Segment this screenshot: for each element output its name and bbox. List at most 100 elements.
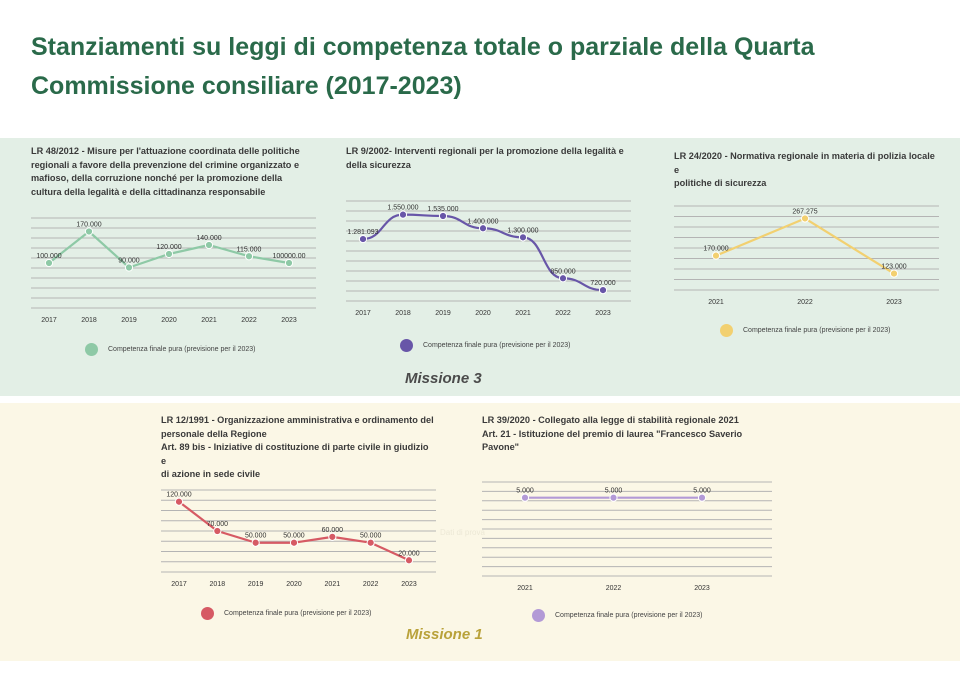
line-chart-svg: 1.281.093 2017 1.550.000 2018 1.535.000 2019 1… xyxy=(346,200,631,317)
data-label: 1.550.000 xyxy=(387,205,418,212)
data-point xyxy=(558,274,568,283)
data-point xyxy=(251,538,260,547)
x-tick-label: 2019 xyxy=(121,317,137,324)
data-label: 5.000 xyxy=(605,488,623,495)
line-chart: 120.000 2017 70.000 2018 50.000 2019 50.000 202… xyxy=(161,486,436,596)
x-tick-label: 2020 xyxy=(286,581,302,588)
data-point xyxy=(204,240,214,250)
x-tick-label: 2021 xyxy=(325,581,341,588)
data-point xyxy=(284,258,294,268)
legend-label: Competenza finale pura (previsione per i… xyxy=(224,610,372,617)
missione-3-band xyxy=(0,138,960,396)
x-tick-label: 2023 xyxy=(886,299,902,306)
chart-panel-lr-39-2020: LR 39/2020 - Collegato alla legge di sta… xyxy=(482,414,782,624)
line-chart: 1.281.093 2017 1.550.000 2018 1.535.000 2019 1… xyxy=(346,193,631,323)
data-point xyxy=(328,532,337,541)
x-tick-label: 2023 xyxy=(595,310,611,317)
data-label: 100000.00 xyxy=(272,253,305,260)
x-tick-label: 2021 xyxy=(517,585,533,592)
legend-label: Competenza finale pura (previsione per i… xyxy=(555,612,703,619)
data-label: 1.535.000 xyxy=(427,206,458,213)
missione-3-label: Missione 3 xyxy=(405,370,482,387)
x-tick-label: 2022 xyxy=(606,585,622,592)
legend-swatch xyxy=(400,339,413,352)
data-point xyxy=(124,263,134,272)
x-tick-label: 2019 xyxy=(248,581,264,588)
data-label: 170.000 xyxy=(703,246,728,253)
legend-swatch xyxy=(85,343,98,356)
data-label: 5.000 xyxy=(693,488,711,495)
data-point xyxy=(44,258,54,268)
chart-panel-lr-24-2020: LR 24/2020 - Normativa regionale in mate… xyxy=(674,150,944,345)
x-tick-label: 2021 xyxy=(515,310,531,317)
data-point xyxy=(174,497,184,506)
chart-panel-lr-12-1991: LR 12/1991 - Organizzazione amministrati… xyxy=(161,414,441,624)
chart-title: LR 39/2020 - Collegato alla legge di sta… xyxy=(482,415,743,452)
chart-legend: Competenza finale pura (previsione per i… xyxy=(532,609,702,622)
data-point xyxy=(84,227,94,236)
data-point xyxy=(609,493,618,502)
data-point xyxy=(164,249,174,259)
x-tick-label: 2021 xyxy=(201,317,217,324)
data-point xyxy=(213,526,222,536)
x-tick-label: 2020 xyxy=(161,317,177,324)
data-label: 50.000 xyxy=(245,533,267,540)
data-label: 5.000 xyxy=(516,488,534,495)
data-point xyxy=(518,233,528,242)
legend-label: Competenza finale pura (previsione per i… xyxy=(423,342,571,349)
x-tick-label: 2018 xyxy=(395,310,411,317)
line-chart: 170.000 2021 267.275 2022 123.000 2023 xyxy=(674,198,939,308)
data-point xyxy=(520,493,530,502)
x-tick-label: 2018 xyxy=(210,581,226,588)
data-label: 123.000 xyxy=(881,264,906,271)
data-label: 170.000 xyxy=(76,222,101,229)
x-tick-label: 2021 xyxy=(708,299,724,306)
watermark-text: Dati di prova xyxy=(440,528,485,537)
x-tick-label: 2022 xyxy=(363,581,379,588)
chart-title: LR 24/2020 - Normativa regionale in mate… xyxy=(674,151,935,188)
x-tick-label: 2023 xyxy=(401,581,417,588)
line-chart: 100.000 2017 170.000 2018 90.000 2019 120.000 2… xyxy=(31,210,316,330)
line-chart-svg: 5.000 2021 5.000 2022 5.000 2023 xyxy=(482,481,772,592)
x-tick-label: 2022 xyxy=(555,310,571,317)
data-point xyxy=(404,556,414,565)
data-label: 267.275 xyxy=(792,208,817,215)
data-label: 90.000 xyxy=(118,258,140,265)
data-point xyxy=(711,251,721,260)
data-point xyxy=(478,224,488,233)
legend-label: Competenza finale pura (previsione per i… xyxy=(743,327,891,334)
data-point xyxy=(289,538,299,547)
chart-panel-lr-9-2002: LR 9/2002- Interventi regionali per la p… xyxy=(346,145,636,360)
data-point xyxy=(889,269,899,278)
chart-legend: Competenza finale pura (previsione per i… xyxy=(201,607,371,620)
data-label: 720.000 xyxy=(590,280,615,287)
data-label: 115.000 xyxy=(237,246,262,253)
legend-swatch xyxy=(201,607,214,620)
chart-title: LR 48/2012 - Misure per l'attuazione coo… xyxy=(31,146,300,197)
legend-swatch xyxy=(532,609,545,622)
data-label: 1.400.000 xyxy=(467,218,498,225)
line-chart-svg: 100.000 2017 170.000 2018 90.000 2019 120.000 2… xyxy=(31,217,316,324)
data-point xyxy=(800,214,810,223)
x-tick-label: 2018 xyxy=(81,317,97,324)
data-point xyxy=(438,211,448,221)
data-label: 50.000 xyxy=(283,533,305,540)
data-label: 100.000 xyxy=(36,253,61,260)
data-point xyxy=(697,493,707,502)
chart-title: LR 12/1991 - Organizzazione amministrati… xyxy=(161,415,434,479)
data-label: 120.000 xyxy=(156,244,181,251)
x-tick-label: 2022 xyxy=(241,317,257,324)
missione-1-label: Missione 1 xyxy=(406,626,483,643)
data-label: 140.000 xyxy=(196,235,221,242)
legend-label: Competenza finale pura (previsione per i… xyxy=(108,346,256,353)
data-point xyxy=(366,538,375,547)
data-point xyxy=(358,234,368,244)
line-chart: 5.000 2021 5.000 2022 5.000 2023 xyxy=(482,464,772,594)
chart-title: LR 9/2002- Interventi regionali per la p… xyxy=(346,146,624,170)
data-label: 70.000 xyxy=(207,521,229,528)
x-tick-label: 2022 xyxy=(797,299,813,306)
data-label: 20.000 xyxy=(398,550,420,557)
x-tick-label: 2023 xyxy=(694,585,710,592)
data-label: 1.281.093 xyxy=(347,229,378,236)
x-tick-label: 2017 xyxy=(171,581,187,588)
